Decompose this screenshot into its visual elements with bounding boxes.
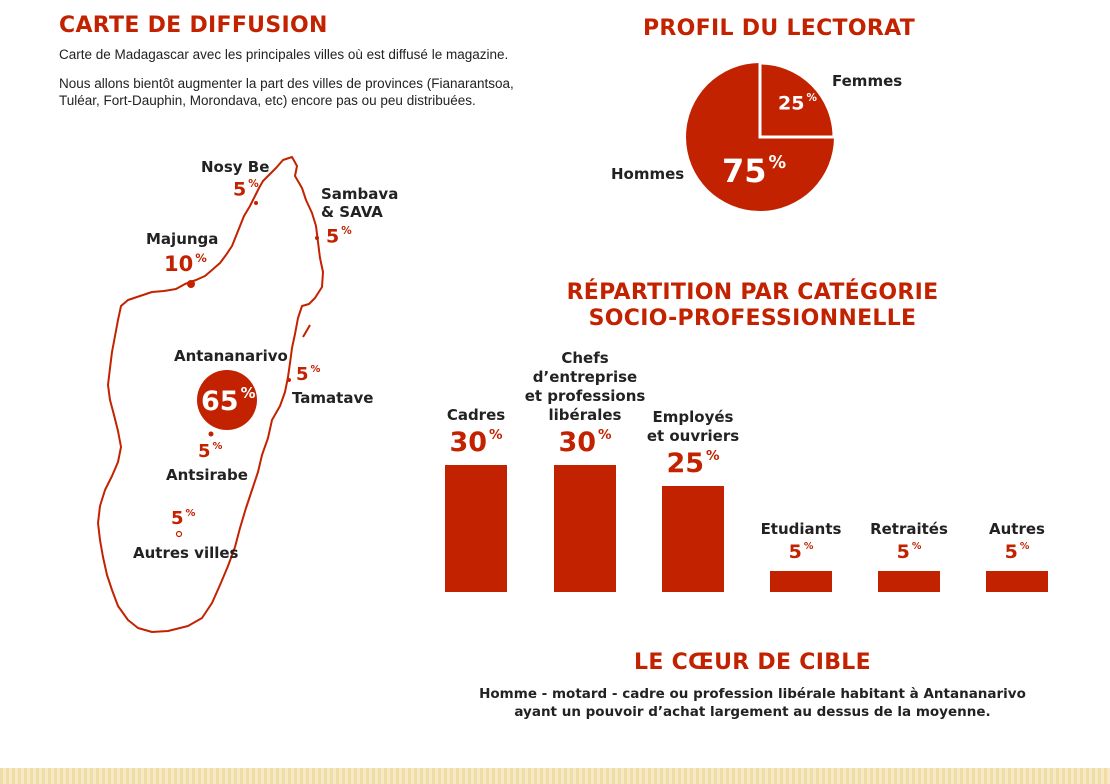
readership-pie <box>686 61 836 211</box>
tamatave-dot <box>287 378 291 382</box>
bar-2 <box>662 486 724 592</box>
bar-3 <box>770 570 832 592</box>
bar-label-3: Etudiants <box>760 519 842 538</box>
bar-value-4: 5% <box>896 540 922 563</box>
sainte-marie-island <box>302 324 311 338</box>
target-line-2: ayant un pouvoir d’achat largement au de… <box>514 704 991 720</box>
bar-1 <box>554 465 616 592</box>
bar-label-4: Retraités <box>870 519 948 538</box>
city-antananarivo: Antananarivo <box>174 347 288 365</box>
pie-label-hommes: Hommes <box>611 165 685 183</box>
category-title-line2: SOCIO-PROFESSIONNELLE <box>588 306 917 331</box>
bar-label-2: Employés et ouvriers <box>646 408 740 446</box>
pie-slice-femmes <box>758 61 836 139</box>
map-description-2: Nous allons bientôt augmenter la part de… <box>59 76 514 108</box>
category-title-line1: RÉPARTITION PAR CATÉGORIE <box>566 280 939 305</box>
city-antsirabe-value: 5% <box>198 441 223 462</box>
autres-villes-dot <box>175 530 183 538</box>
city-nosy-be-value: 5% <box>233 178 259 201</box>
city-sava: & SAVA <box>321 203 383 221</box>
bar-5 <box>986 570 1048 592</box>
sambava-dot <box>315 236 319 240</box>
target-title: LE CŒUR DE CIBLE <box>634 650 871 675</box>
pie-value-femmes: 25% <box>778 92 817 115</box>
bar-value-5: 5% <box>1004 540 1030 563</box>
map-description-1: Carte de Madagascar avec les principales… <box>59 47 509 62</box>
city-autres-value: 5% <box>171 508 196 529</box>
pie-value-hommes: 75% <box>722 152 787 190</box>
nosy-be-dot <box>254 201 258 205</box>
city-antsirabe: Antsirabe <box>166 466 248 484</box>
city-tamatave-value: 5% <box>296 364 321 385</box>
majunga-dot <box>187 280 195 288</box>
city-majunga: Majunga <box>146 230 219 248</box>
city-autres-villes: Autres villes <box>133 544 239 562</box>
antsirabe-dot <box>208 431 214 437</box>
bar-4 <box>878 570 940 592</box>
madagascar-outline <box>97 156 324 633</box>
bar-label-5: Autres <box>989 519 1045 538</box>
madagascar-map <box>97 156 324 633</box>
map-section-title: CARTE DE DIFFUSION <box>59 13 328 38</box>
city-nosy-be: Nosy Be <box>201 158 270 176</box>
target-line-1: Homme - motard - cadre ou profession lib… <box>479 686 1026 702</box>
city-majunga-value: 10% <box>164 251 207 277</box>
city-antananarivo-value: 65% <box>201 384 256 417</box>
pie-label-femmes: Femmes <box>832 72 903 90</box>
city-sambava: Sambava <box>321 185 399 203</box>
city-sambava-value: 5% <box>326 225 352 248</box>
readership-title: PROFIL DU LECTORAT <box>643 16 916 41</box>
city-tamatave: Tamatave <box>292 389 374 407</box>
antananarivo-circle <box>197 370 257 430</box>
bar-value-2: 25% <box>666 448 720 480</box>
bar-value-3: 5% <box>788 540 814 563</box>
decorative-footer-band <box>0 768 1110 784</box>
